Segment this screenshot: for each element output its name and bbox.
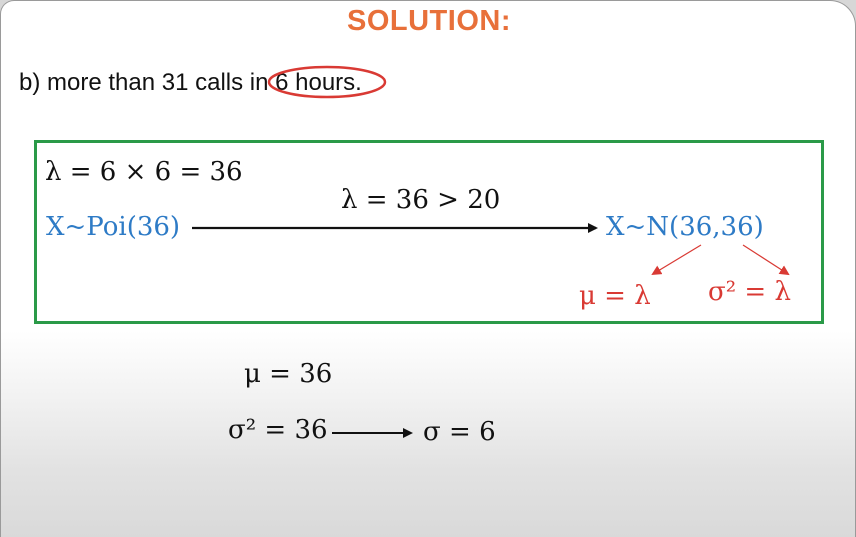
sigma-pointer-arrow bbox=[742, 244, 790, 276]
slide-title: SOLUTION: bbox=[347, 5, 511, 37]
circled-text: 6 hours. bbox=[275, 69, 362, 96]
problem-prefix: b) more than 31 calls in bbox=[19, 69, 276, 96]
sigma2-equals-lambda: σ² = λ bbox=[708, 277, 791, 307]
mu-equals-lambda: μ = λ bbox=[579, 281, 651, 311]
sigma-result: σ = 6 bbox=[423, 417, 496, 447]
red-circle-annotation bbox=[267, 65, 387, 99]
normal-approx-condition: λ = 36 > 20 bbox=[341, 185, 501, 215]
lambda-calculation: λ = 6 × 6 = 36 bbox=[45, 157, 243, 187]
green-result-box bbox=[34, 140, 824, 324]
poisson-distribution: X~Poi(36) bbox=[46, 212, 181, 242]
mu-result: μ = 36 bbox=[244, 359, 333, 389]
circled-phrase: 6 hours. bbox=[267, 65, 387, 99]
problem-statement: b) more than 31 calls in 6 hours. bbox=[19, 65, 387, 99]
normal-distribution: X~N(36,36) bbox=[606, 212, 764, 242]
mu-pointer-arrow bbox=[651, 244, 702, 276]
sigma2-result: σ² = 36 bbox=[228, 415, 328, 445]
